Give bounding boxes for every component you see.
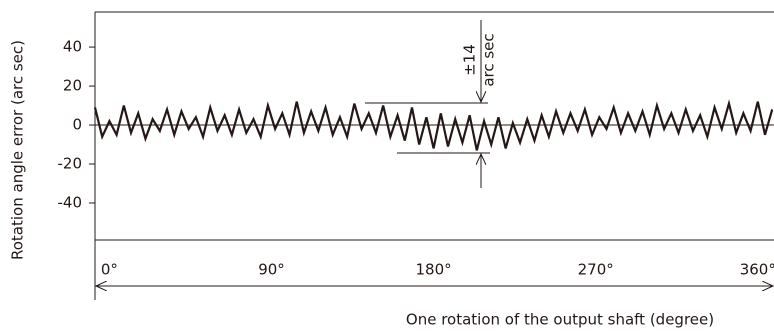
y-tick-label: -40 (58, 193, 83, 211)
annotation: ±14 (461, 44, 479, 76)
y-tick-label: 20 (63, 77, 82, 95)
x-axis-label: One rotation of the output shaft (degree… (406, 311, 714, 329)
data-line (93, 99, 774, 151)
x-tick-label: 90° (258, 261, 285, 279)
y-tick-label: -20 (58, 155, 83, 173)
y-axis-label: Rotation angle error (arc sec) (9, 40, 27, 260)
x-tick-label: 180° (416, 261, 452, 279)
y-tick-label: 40 (63, 38, 82, 56)
annotation: arc sec (480, 33, 498, 86)
x-tick-label: 360° (740, 261, 774, 279)
y-tick-label: 0 (72, 116, 82, 134)
x-tick-label: 270° (578, 261, 614, 279)
x-tick-label: 0° (101, 261, 118, 279)
